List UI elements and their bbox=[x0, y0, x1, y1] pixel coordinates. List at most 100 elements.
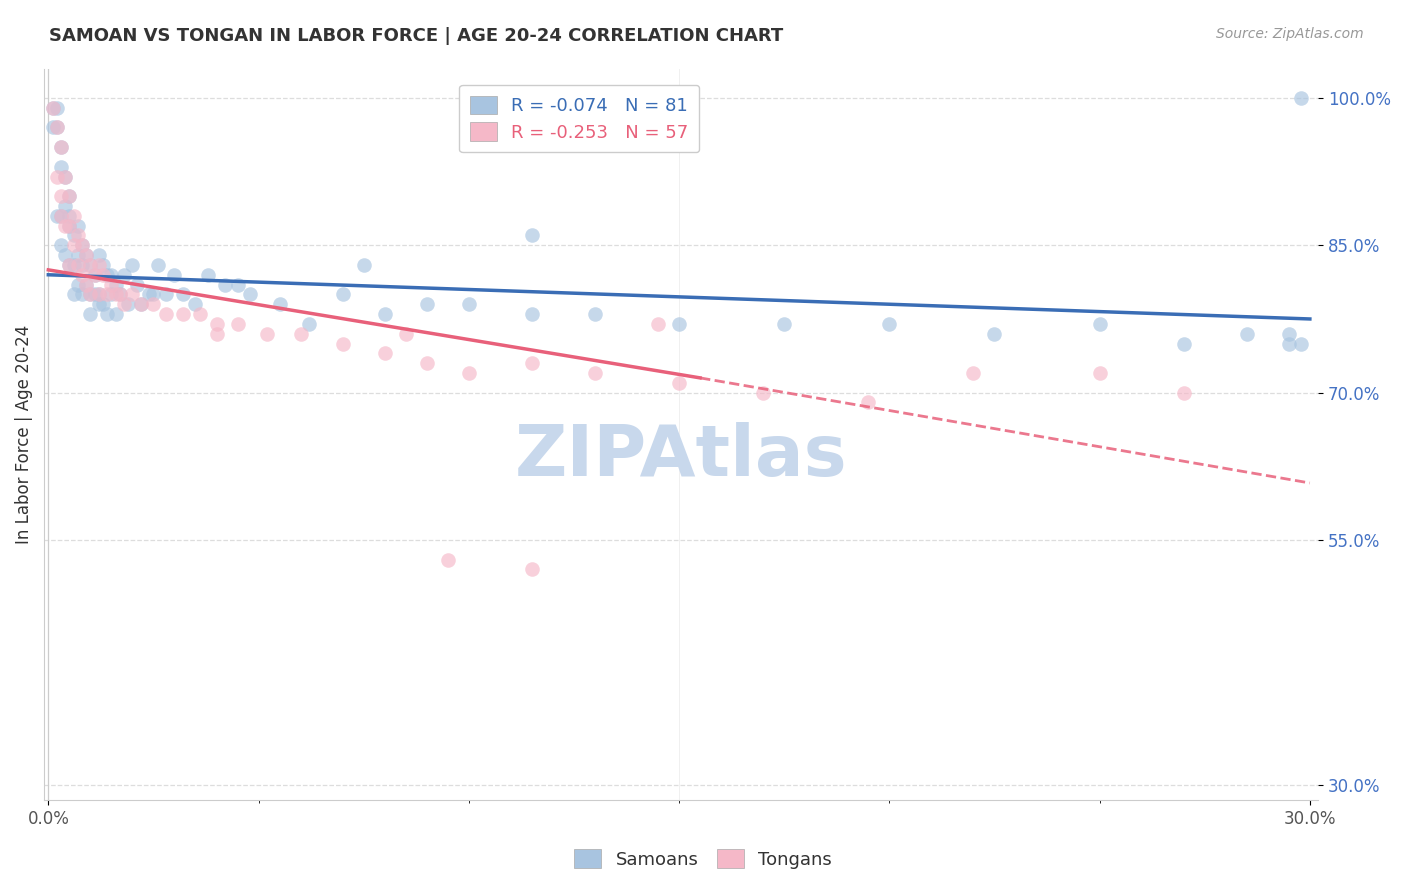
Point bbox=[79, 287, 101, 301]
Point bbox=[205, 317, 228, 331]
Point bbox=[62, 287, 84, 301]
Point bbox=[108, 287, 131, 301]
Point bbox=[58, 189, 80, 203]
Point bbox=[58, 189, 80, 203]
Point bbox=[70, 238, 93, 252]
Point bbox=[1173, 336, 1195, 351]
Point bbox=[62, 258, 84, 272]
Point bbox=[66, 258, 89, 272]
Point bbox=[41, 101, 63, 115]
Point bbox=[96, 287, 118, 301]
Point bbox=[188, 307, 211, 321]
Point bbox=[83, 287, 105, 301]
Point bbox=[45, 169, 67, 184]
Point bbox=[70, 258, 93, 272]
Point bbox=[520, 562, 543, 576]
Point bbox=[58, 258, 80, 272]
Point bbox=[121, 258, 143, 272]
Point bbox=[138, 287, 160, 301]
Point bbox=[197, 268, 219, 282]
Point bbox=[66, 228, 89, 243]
Point bbox=[104, 277, 127, 292]
Point bbox=[87, 297, 110, 311]
Text: Source: ZipAtlas.com: Source: ZipAtlas.com bbox=[1216, 27, 1364, 41]
Point bbox=[773, 317, 796, 331]
Point bbox=[142, 287, 165, 301]
Point bbox=[117, 297, 139, 311]
Point bbox=[583, 366, 606, 380]
Point bbox=[49, 140, 72, 154]
Point bbox=[668, 317, 690, 331]
Point bbox=[58, 258, 80, 272]
Point bbox=[146, 258, 169, 272]
Point bbox=[41, 101, 63, 115]
Point bbox=[87, 258, 110, 272]
Point bbox=[49, 238, 72, 252]
Point bbox=[184, 297, 207, 311]
Point bbox=[1291, 91, 1313, 105]
Point bbox=[83, 268, 105, 282]
Point bbox=[1173, 385, 1195, 400]
Point bbox=[96, 307, 118, 321]
Point bbox=[332, 287, 354, 301]
Point bbox=[58, 219, 80, 233]
Point bbox=[87, 248, 110, 262]
Point bbox=[1278, 326, 1301, 341]
Point bbox=[226, 317, 249, 331]
Point bbox=[49, 209, 72, 223]
Point bbox=[53, 169, 76, 184]
Point bbox=[58, 219, 80, 233]
Text: SAMOAN VS TONGAN IN LABOR FORCE | AGE 20-24 CORRELATION CHART: SAMOAN VS TONGAN IN LABOR FORCE | AGE 20… bbox=[49, 27, 783, 45]
Point bbox=[79, 307, 101, 321]
Point bbox=[100, 268, 122, 282]
Point bbox=[205, 326, 228, 341]
Point bbox=[66, 219, 89, 233]
Point bbox=[416, 356, 439, 370]
Point bbox=[79, 287, 101, 301]
Point bbox=[100, 287, 122, 301]
Point bbox=[1278, 336, 1301, 351]
Point bbox=[395, 326, 418, 341]
Point bbox=[752, 385, 775, 400]
Point bbox=[520, 356, 543, 370]
Point bbox=[1236, 326, 1258, 341]
Point bbox=[75, 277, 97, 292]
Point bbox=[91, 268, 114, 282]
Point bbox=[172, 307, 194, 321]
Point bbox=[226, 277, 249, 292]
Legend: R = -0.074   N = 81, R = -0.253   N = 57: R = -0.074 N = 81, R = -0.253 N = 57 bbox=[458, 85, 699, 153]
Point bbox=[66, 248, 89, 262]
Point bbox=[45, 120, 67, 135]
Point bbox=[879, 317, 901, 331]
Point bbox=[129, 297, 152, 311]
Point bbox=[58, 209, 80, 223]
Point bbox=[49, 160, 72, 174]
Point bbox=[45, 120, 67, 135]
Point bbox=[83, 268, 105, 282]
Point bbox=[70, 287, 93, 301]
Point bbox=[121, 287, 143, 301]
Point bbox=[142, 297, 165, 311]
Point bbox=[125, 277, 148, 292]
Point bbox=[108, 287, 131, 301]
Point bbox=[583, 307, 606, 321]
Point bbox=[520, 228, 543, 243]
Point bbox=[91, 297, 114, 311]
Point bbox=[290, 326, 312, 341]
Point bbox=[45, 209, 67, 223]
Point bbox=[1088, 366, 1111, 380]
Point bbox=[70, 268, 93, 282]
Point bbox=[332, 336, 354, 351]
Point bbox=[53, 248, 76, 262]
Point bbox=[66, 277, 89, 292]
Point bbox=[457, 366, 479, 380]
Point bbox=[53, 169, 76, 184]
Point bbox=[87, 287, 110, 301]
Point bbox=[53, 199, 76, 213]
Point bbox=[79, 258, 101, 272]
Point bbox=[75, 248, 97, 262]
Point bbox=[62, 238, 84, 252]
Point bbox=[104, 307, 127, 321]
Point bbox=[1088, 317, 1111, 331]
Point bbox=[79, 258, 101, 272]
